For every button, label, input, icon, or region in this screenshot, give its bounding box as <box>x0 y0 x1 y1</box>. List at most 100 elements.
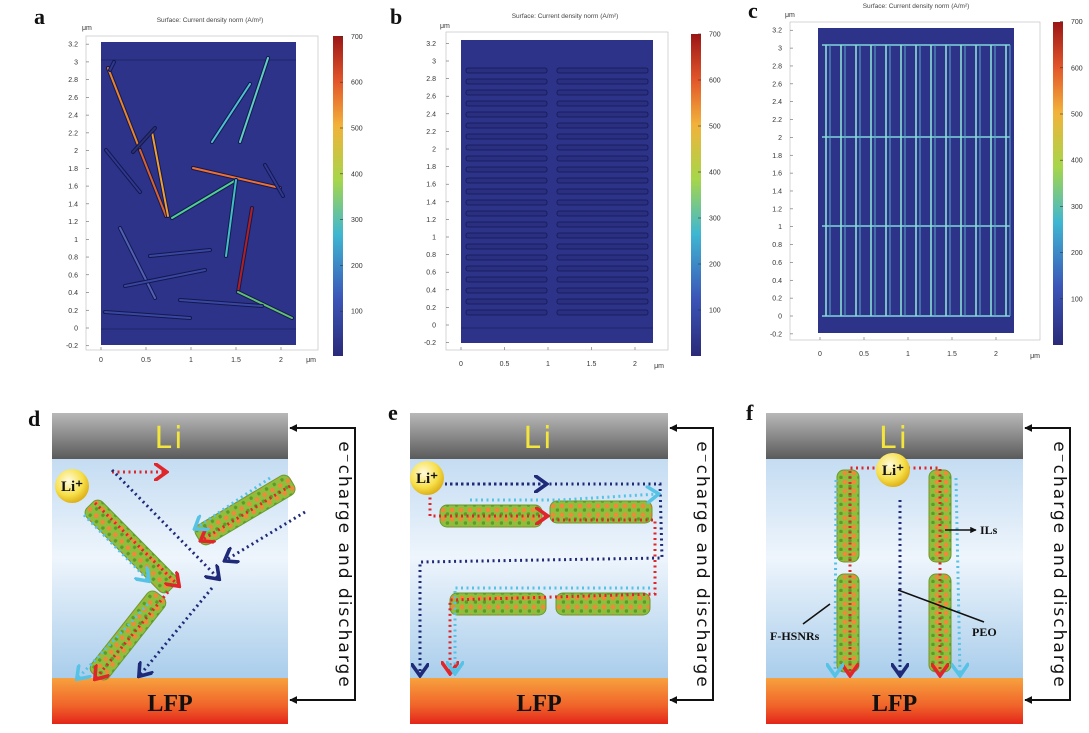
slot <box>556 144 649 151</box>
slot <box>465 199 548 206</box>
slot <box>465 166 548 173</box>
slot <box>556 67 649 74</box>
y-tick-label: 3.2 <box>68 42 78 49</box>
slot <box>465 221 548 228</box>
circuit-wire <box>669 565 714 704</box>
y-tick-label: 2.8 <box>68 77 78 84</box>
colorbar-tick-label: 100 <box>351 309 363 316</box>
x-tick-label: 2 <box>994 351 998 358</box>
y-tick-label: 2.4 <box>772 99 782 106</box>
panel-label: b <box>390 4 402 29</box>
colorbar-tick-label: 400 <box>1071 158 1083 165</box>
slot <box>556 276 649 283</box>
plot-title: Surface: Current density norm (A/m²) <box>157 17 264 24</box>
y-tick-label: 2.8 <box>426 76 436 83</box>
anode <box>766 413 1023 459</box>
rod <box>149 249 211 257</box>
nanorod <box>836 573 860 673</box>
ion-path <box>450 518 657 672</box>
y-tick-label: 1.6 <box>68 184 78 191</box>
slot <box>465 188 548 195</box>
colorbar-tick-label: 300 <box>351 217 363 224</box>
x-tick-label: 2 <box>633 361 637 368</box>
slot <box>465 254 548 261</box>
y-tick-label: 0.6 <box>426 270 436 277</box>
anode <box>410 413 668 459</box>
y-tick-label: 3.2 <box>772 28 782 35</box>
y-tick-label: 0.4 <box>68 290 78 297</box>
rod <box>239 57 269 143</box>
circuit-wire <box>289 424 356 565</box>
rod <box>179 299 263 307</box>
y-tick-label: 2.2 <box>772 117 782 124</box>
slot <box>556 243 649 250</box>
circuit-label: e⁻charge and discharge <box>692 441 712 689</box>
y-tick-label: 0.6 <box>68 272 78 279</box>
anode-label: Li <box>154 421 185 456</box>
y-tick-label: 1.2 <box>772 206 782 213</box>
circuit-wire <box>1024 424 1071 565</box>
rod <box>124 269 206 287</box>
slot <box>556 254 649 261</box>
y-tick-label: 0 <box>74 326 78 333</box>
y-tick-label: 0.8 <box>426 252 436 259</box>
y-tick-label: 2 <box>778 135 782 142</box>
cathode <box>410 678 668 724</box>
simulation-panel: a Surface: Current density norm (A/m²) μm μ… <box>34 4 363 364</box>
slot <box>465 232 548 239</box>
nanorod-body <box>549 500 653 524</box>
rod <box>171 179 237 219</box>
schematic-panel: e Li LFP Li⁺ e⁻charge and discharge <box>388 400 714 724</box>
y-tick-label: 2 <box>432 147 436 154</box>
y-tick-label: 2.6 <box>426 94 436 101</box>
colorbar-tick-label: 300 <box>1071 204 1083 211</box>
panel-label: a <box>34 4 45 29</box>
slot <box>465 111 548 118</box>
y-tick-label: 2.6 <box>68 95 78 102</box>
colorbar-tick-label: 200 <box>1071 250 1083 257</box>
colorbar-tick-label: 700 <box>351 34 363 41</box>
ion-label: Li⁺ <box>61 479 83 495</box>
nanorod-body <box>439 504 543 528</box>
y-tick-label: -0.2 <box>770 331 782 338</box>
y-tick-label: 1.6 <box>772 171 782 178</box>
rod <box>264 164 284 197</box>
y-tick-label: 1.4 <box>426 199 436 206</box>
y-tick-label: 1 <box>778 224 782 231</box>
slot <box>465 309 548 316</box>
nanorod-body <box>555 592 651 616</box>
annotation-pointer <box>897 589 985 623</box>
colorbar-tick-label: 400 <box>709 170 721 177</box>
y-tick-label: 2 <box>74 148 78 155</box>
y-tick-label: 1.4 <box>68 201 78 208</box>
rod <box>211 83 251 143</box>
x-tick-label: 1 <box>906 351 910 358</box>
y-tick-label: 3 <box>432 59 436 66</box>
rod <box>119 227 156 299</box>
x-tick-label: 1.5 <box>587 361 597 368</box>
y-tick-label: 2.6 <box>772 81 782 88</box>
ion-path <box>420 482 664 674</box>
simulation-panel: c Surface: Current density norm (A/m²) μm μ… <box>748 0 1083 360</box>
slot <box>556 265 649 272</box>
rod <box>237 291 293 319</box>
cathode-label: LFP <box>872 691 917 717</box>
rod <box>139 149 167 217</box>
x-tick-label: 2 <box>279 357 283 364</box>
field <box>101 42 296 345</box>
colorbar-tick-label: 600 <box>351 80 363 87</box>
plot-title: Surface: Current density norm (A/m²) <box>863 3 970 10</box>
rod <box>237 207 253 293</box>
ion-path <box>470 494 657 500</box>
axis-unit: μm <box>1030 353 1040 360</box>
colorbar <box>691 34 701 356</box>
circuit-wire <box>289 565 356 704</box>
colorbar-tick-label: 200 <box>351 263 363 270</box>
y-tick-label: 0.6 <box>772 260 782 267</box>
ion-path <box>82 513 148 580</box>
x-tick-label: 0 <box>818 351 822 358</box>
ion-path <box>96 591 170 678</box>
panel-label: d <box>28 406 40 431</box>
slot <box>465 89 548 96</box>
